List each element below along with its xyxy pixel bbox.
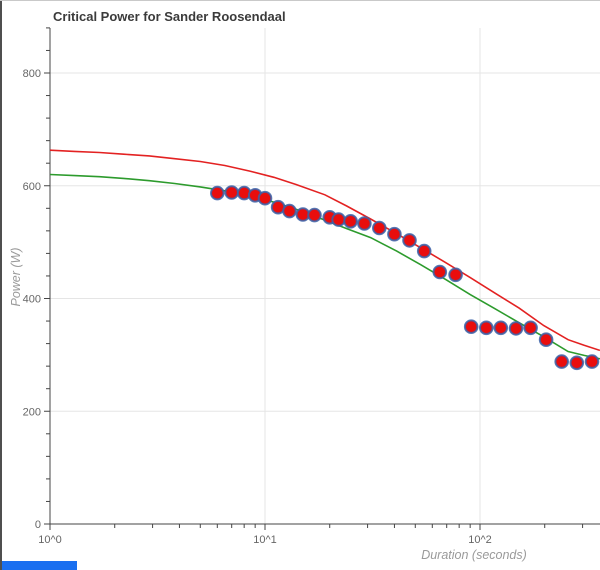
data-point[interactable]: [508, 321, 524, 336]
data-point[interactable]: [210, 185, 225, 201]
data-point[interactable]: [569, 355, 585, 371]
y-axis-title: Power (W): [9, 247, 23, 307]
data-point[interactable]: [523, 320, 538, 336]
model-curve: [49, 149, 600, 352]
data-point[interactable]: [584, 354, 600, 369]
window-top-border: [0, 0, 600, 1]
data-point[interactable]: [493, 320, 509, 336]
window-left-border: [0, 0, 2, 570]
y-tick-label: 400: [23, 294, 41, 306]
y-tick-label: 0: [35, 519, 41, 531]
data-point[interactable]: [387, 226, 402, 242]
chart-title: Critical Power for Sander Roosendaal: [53, 9, 286, 24]
data-point[interactable]: [224, 185, 239, 200]
data-point[interactable]: [257, 190, 273, 206]
data-point[interactable]: [554, 354, 570, 369]
data-point[interactable]: [432, 264, 448, 280]
x-tick-label: 10^0: [38, 534, 62, 546]
data-point[interactable]: [343, 214, 358, 229]
data-point[interactable]: [416, 243, 432, 259]
data-point[interactable]: [357, 216, 372, 231]
data-point[interactable]: [463, 319, 479, 335]
x-tick-label: 10^2: [468, 534, 492, 546]
x-tick-label: 10^1: [253, 534, 277, 546]
data-point[interactable]: [372, 220, 387, 236]
x-axis-title: Duration (seconds): [421, 548, 527, 562]
data-point[interactable]: [538, 332, 554, 348]
data-point[interactable]: [479, 320, 494, 336]
data-point[interactable]: [331, 212, 346, 227]
y-tick-label: 800: [23, 68, 41, 80]
y-tick-label: 600: [23, 181, 41, 193]
data-point[interactable]: [307, 207, 322, 223]
y-tick-label: 200: [23, 406, 41, 418]
data-point[interactable]: [282, 203, 297, 219]
data-point[interactable]: [402, 233, 417, 248]
status-bar-fragment: [0, 561, 77, 570]
data-point[interactable]: [448, 267, 463, 283]
